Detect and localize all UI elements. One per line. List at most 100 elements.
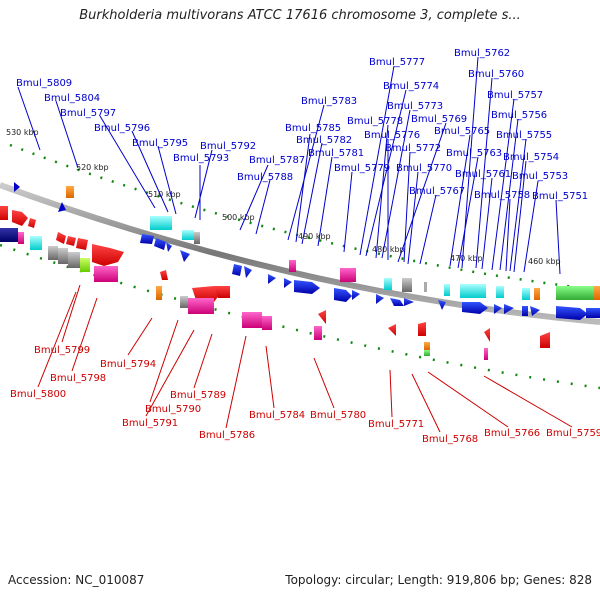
- gene-arrow[interactable]: [530, 306, 540, 316]
- gene-block[interactable]: [262, 316, 272, 330]
- gene-arrow[interactable]: [352, 290, 360, 300]
- gene-arrow[interactable]: [284, 278, 292, 288]
- gene-block[interactable]: [424, 342, 430, 350]
- gene-label[interactable]: Bmul_5768: [422, 434, 478, 445]
- gene-label[interactable]: Bmul_5765: [434, 126, 490, 137]
- gene-arrow[interactable]: [586, 308, 600, 318]
- gene-label[interactable]: Bmul_5804: [44, 93, 100, 104]
- gene-label[interactable]: Bmul_5779: [334, 163, 390, 174]
- gene-block[interactable]: [402, 278, 412, 292]
- gene-arrow[interactable]: [268, 274, 276, 284]
- gene-label[interactable]: Bmul_5791: [122, 418, 178, 429]
- gene-arrow[interactable]: [404, 298, 414, 306]
- gene-arrow[interactable]: [0, 206, 8, 220]
- gene-block[interactable]: [94, 266, 118, 282]
- gene-block[interactable]: [460, 284, 486, 298]
- gene-arrow[interactable]: [438, 300, 446, 310]
- gene-arrow[interactable]: [140, 234, 154, 244]
- gene-label[interactable]: Bmul_5788: [237, 172, 293, 183]
- gene-block[interactable]: [58, 248, 68, 264]
- gene-label[interactable]: Bmul_5776: [364, 130, 420, 141]
- gene-arrow[interactable]: [556, 306, 588, 320]
- gene-block[interactable]: [556, 286, 594, 300]
- gene-label[interactable]: Bmul_5756: [491, 110, 547, 121]
- gene-label[interactable]: Bmul_5786: [199, 430, 255, 441]
- gene-block[interactable]: [80, 258, 90, 272]
- gene-block[interactable]: [242, 312, 262, 328]
- gene-label[interactable]: Bmul_5773: [387, 101, 443, 112]
- gene-arrow[interactable]: [154, 238, 166, 250]
- gene-arrow[interactable]: [388, 324, 396, 336]
- gene-block[interactable]: [156, 286, 162, 300]
- gene-arrow[interactable]: [180, 250, 190, 262]
- gene-arrow[interactable]: [160, 270, 168, 280]
- gene-label[interactable]: Bmul_5796: [94, 123, 150, 134]
- gene-label[interactable]: Bmul_5781: [308, 148, 364, 159]
- gene-arrow[interactable]: [484, 328, 490, 342]
- gene-arrow[interactable]: [12, 210, 28, 226]
- gene-block[interactable]: [68, 252, 80, 268]
- gene-label[interactable]: Bmul_5767: [409, 186, 465, 197]
- gene-arrow[interactable]: [494, 304, 502, 314]
- gene-arrow[interactable]: [418, 322, 426, 336]
- gene-label[interactable]: Bmul_5770: [396, 163, 452, 174]
- gene-arrow[interactable]: [28, 218, 36, 228]
- gene-label[interactable]: Bmul_5762: [454, 48, 510, 59]
- gene-block[interactable]: [150, 216, 172, 230]
- gene-block[interactable]: [534, 288, 540, 300]
- gene-label[interactable]: Bmul_5794: [100, 359, 156, 370]
- gene-arrow[interactable]: [66, 236, 76, 246]
- gene-label[interactable]: Bmul_5754: [503, 152, 559, 163]
- gene-block[interactable]: [180, 296, 188, 308]
- gene-label[interactable]: Bmul_5784: [249, 410, 305, 421]
- gene-label[interactable]: Bmul_5758: [474, 190, 530, 201]
- gene-label[interactable]: Bmul_5790: [145, 404, 201, 415]
- gene-block[interactable]: [18, 232, 24, 244]
- gene-arrow[interactable]: [166, 242, 172, 252]
- gene-arrow[interactable]: [522, 306, 528, 316]
- gene-block[interactable]: [444, 284, 450, 296]
- gene-label[interactable]: Bmul_5760: [468, 69, 524, 80]
- gene-label[interactable]: Bmul_5766: [484, 428, 540, 439]
- gene-label[interactable]: Bmul_5763: [446, 148, 502, 159]
- gene-label[interactable]: Bmul_5777: [369, 57, 425, 68]
- gene-label[interactable]: Bmul_5783: [301, 96, 357, 107]
- gene-block[interactable]: [384, 278, 392, 290]
- gene-label[interactable]: Bmul_5793: [173, 153, 229, 164]
- gene-label[interactable]: Bmul_5792: [200, 141, 256, 152]
- gene-label[interactable]: Bmul_5782: [296, 135, 352, 146]
- gene-arrow[interactable]: [92, 244, 124, 266]
- gene-label[interactable]: Bmul_5785: [285, 123, 341, 134]
- gene-label[interactable]: Bmul_5757: [487, 90, 543, 101]
- gene-label[interactable]: Bmul_5797: [60, 108, 116, 119]
- gene-block[interactable]: [188, 298, 214, 314]
- gene-block[interactable]: [194, 232, 200, 244]
- gene-arrow[interactable]: [390, 298, 404, 306]
- gene-label[interactable]: Bmul_5761: [455, 169, 511, 180]
- gene-block[interactable]: [182, 230, 194, 240]
- gene-block[interactable]: [289, 260, 296, 272]
- gene-label[interactable]: Bmul_5809: [16, 78, 72, 89]
- gene-label[interactable]: Bmul_5798: [50, 373, 106, 384]
- gene-label[interactable]: Bmul_5799: [34, 345, 90, 356]
- gene-block[interactable]: [594, 286, 600, 300]
- gene-block[interactable]: [496, 286, 504, 298]
- gene-block[interactable]: [30, 236, 42, 250]
- gene-label[interactable]: Bmul_5780: [310, 410, 366, 421]
- gene-block[interactable]: [48, 246, 58, 260]
- gene-block[interactable]: [0, 228, 18, 242]
- gene-arrow[interactable]: [56, 232, 66, 244]
- gene-label[interactable]: Bmul_5755: [496, 130, 552, 141]
- gene-label[interactable]: Bmul_5774: [383, 81, 439, 92]
- gene-block[interactable]: [484, 348, 488, 360]
- gene-label[interactable]: Bmul_5771: [368, 419, 424, 430]
- gene-arrow[interactable]: [58, 202, 66, 212]
- gene-label[interactable]: Bmul_5753: [512, 171, 568, 182]
- gene-label[interactable]: Bmul_5778: [347, 116, 403, 127]
- gene-block[interactable]: [424, 282, 427, 292]
- gene-label[interactable]: Bmul_5751: [532, 191, 588, 202]
- gene-arrow[interactable]: [14, 182, 20, 192]
- gene-arrow[interactable]: [504, 304, 514, 314]
- gene-arrow[interactable]: [540, 332, 550, 348]
- gene-block[interactable]: [424, 350, 430, 356]
